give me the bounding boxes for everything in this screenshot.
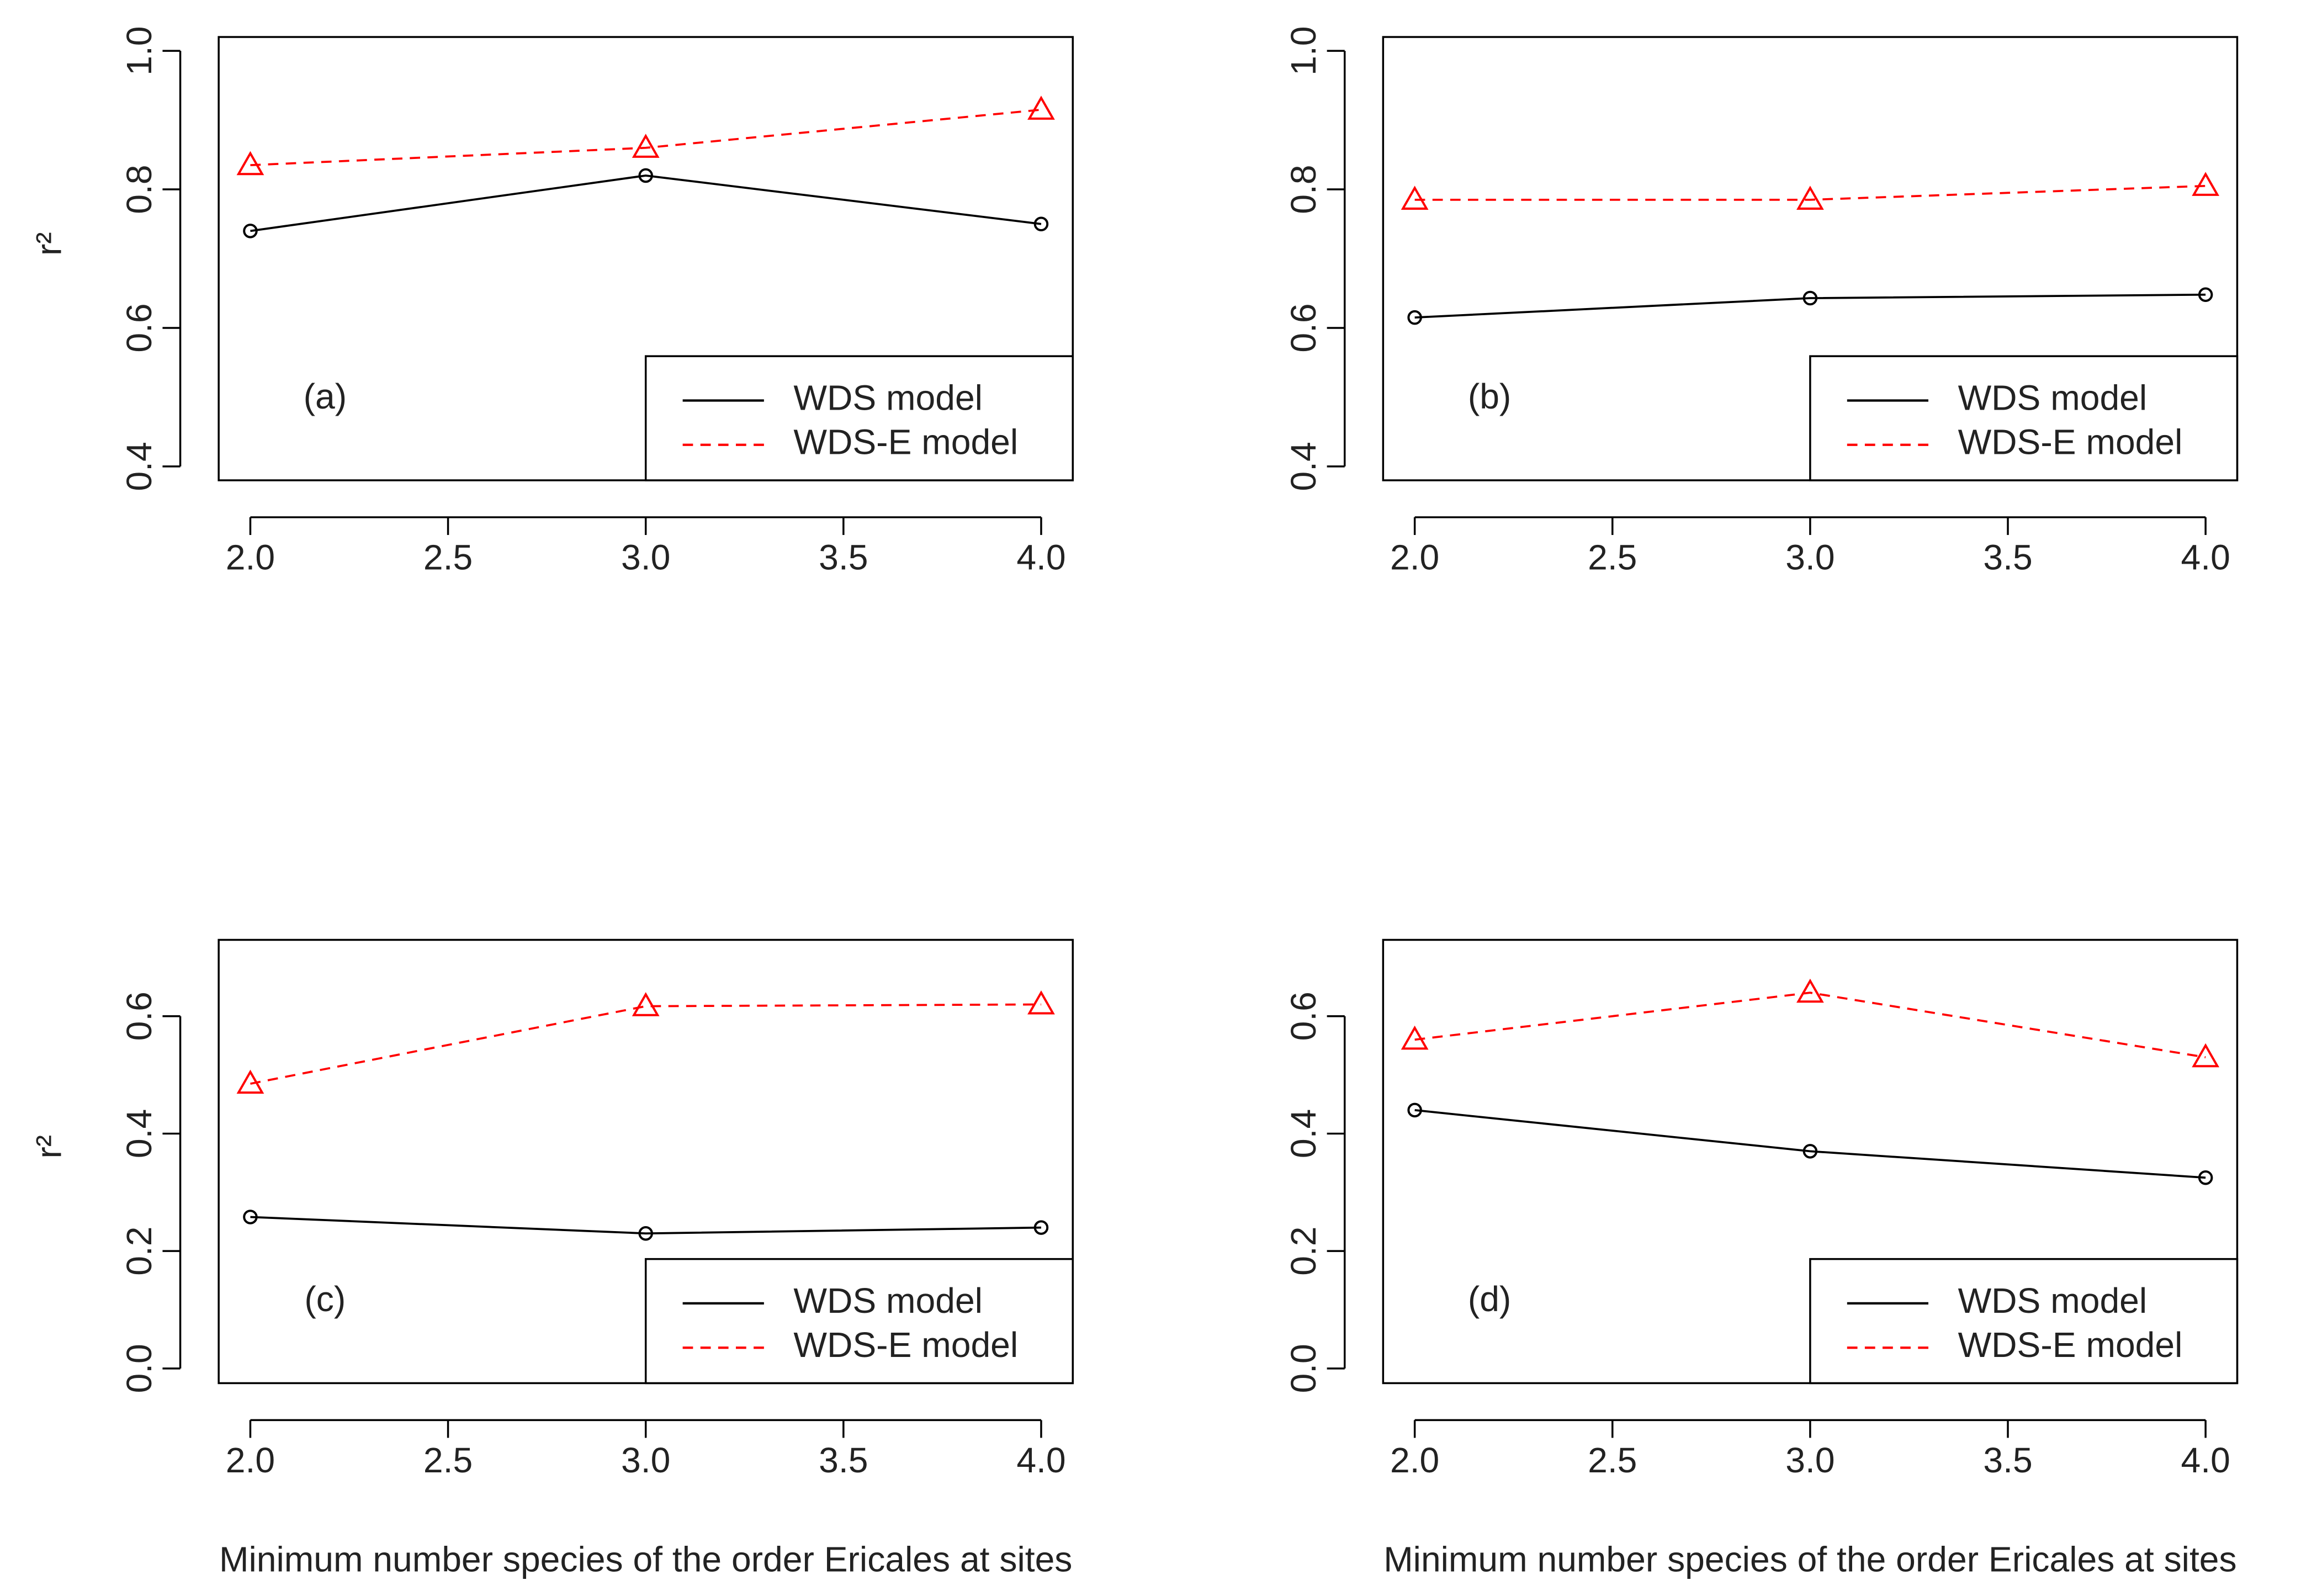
legend-label: WDS-E model [793,1325,1018,1365]
circle-marker [2198,287,2213,303]
series-line [1414,1109,2206,1179]
circle-marker [243,224,258,238]
triangle-marker [2192,1043,2220,1068]
panel: 2.0 2.5 3.0 3.5 4.00.40.60.81.0(b) WDS modelW… [1284,26,2239,577]
x-axis-label: Minimum number species of the order Eric… [1383,1539,2236,1579]
legend: WDS model WDS-E model [1809,355,2239,481]
x-tick-label: 2.0 [226,538,275,577]
x-tick-label: 2.5 [423,1440,473,1480]
panel-label: (c) [304,1279,346,1319]
circle-marker [638,1226,653,1241]
x-tick-label: 3.5 [819,1440,868,1480]
legend-box [644,1258,1074,1385]
x-tick-label: 2.5 [1588,538,1637,577]
triangle-marker [1401,185,1429,210]
x-tick-label: 3.0 [1785,538,1834,577]
circle-marker [2198,1170,2213,1185]
y-axis-label: r² [29,232,69,256]
panel: 2.0 2.5 3.0 3.5 4.0 0.4 0.6 0.8 1.0 r² (a) WDS mode… [29,26,1074,577]
x-tick-label: 3.5 [819,538,868,577]
series-line [1414,184,2206,201]
y-tick-label: 0.6 [1284,991,1323,1041]
circle-marker [1802,290,1818,306]
y-tick-label: 0.8 [119,165,159,214]
triangle-marker [1796,185,1824,210]
legend-box [644,355,1074,481]
series-line [250,174,1042,232]
circle-marker [1407,310,1422,325]
y-tick-label: 0.4 [119,1109,159,1158]
triangle-marker [1027,96,1055,120]
legend-box [1809,1258,2239,1385]
x-tick-label: 3.0 [621,1440,670,1480]
x-tick-label: 2.0 [1390,538,1439,577]
triangle-marker [2192,172,2220,196]
series-line [250,108,1042,167]
y-axis-label: r² [29,1135,69,1159]
panel-label: (a) [304,377,347,416]
y-tick-label: 0.6 [119,991,159,1041]
triangle-marker [236,1069,264,1094]
x-tick-label: 4.0 [1016,538,1065,577]
circle-marker [1407,1102,1422,1118]
y-tick-label: 0.4 [119,442,159,491]
x-tick-label: 4.0 [2181,538,2230,577]
triangle-marker [1796,978,1824,1003]
y-tick-label: 0.6 [119,303,159,352]
y-tick-label: 0.4 [1284,1109,1323,1158]
x-tick-label: 3.5 [1983,538,2032,577]
panel-label: (b) [1468,377,1512,416]
series-line [1414,991,2206,1059]
legend: WDS model WDS-E model [644,355,1074,481]
x-tick-label: 4.0 [1016,1440,1065,1480]
y-tick-label: 1.0 [1284,26,1323,75]
series-line [250,1003,1041,1085]
x-tick-label: 3.0 [1785,1440,1834,1480]
x-tick-label: 2.5 [1588,1440,1637,1480]
circle-marker [638,168,653,183]
legend-label: WDS model [1958,1281,2148,1321]
legend-label: WDS model [793,1281,983,1321]
x-tick-label: 4.0 [2181,1440,2230,1480]
triangle-marker [1027,990,1055,1015]
legend-label: WDS model [793,378,983,417]
x-tick-label: 2.0 [1390,1440,1439,1480]
x-tick-label: 2.5 [423,538,473,577]
series-line [1414,293,2206,319]
series-line [250,1216,1041,1235]
y-tick-label: 0.0 [1284,1344,1323,1393]
triangle-marker [1401,1025,1429,1050]
x-tick-label: 3.0 [621,538,670,577]
triangle-marker [632,992,660,1016]
panel: 2.0 2.5 3.0 3.5 4.0 0.0 0.2 0.4 0.6 r² Minimum num… [29,938,1074,1579]
legend-box [1809,355,2239,481]
x-tick-label: 3.5 [1983,1440,2032,1480]
y-tick-label: 0.8 [1284,165,1323,214]
triangle-marker [236,151,264,176]
legend-label: WDS-E model [1958,1325,2183,1365]
triangle-marker [632,134,660,158]
panel-label: (d) [1468,1279,1512,1319]
x-tick-label: 2.0 [226,1440,275,1480]
y-tick-label: 1.0 [119,26,159,75]
y-tick-label: 0.2 [1284,1227,1323,1276]
legend-label: WDS-E model [1958,422,2183,462]
y-tick-label: 0.6 [1284,303,1323,352]
circle-marker [1802,1144,1818,1159]
x-axis-label: Minimum number species of the order Eric… [219,1539,1072,1579]
circle-marker [243,1210,258,1224]
y-tick-label: 0.2 [119,1227,159,1276]
panel: 2.0 2.5 3.0 3.5 4.0 0.0 0.2 0.4 0.6 Minimum numbe… [1284,938,2239,1579]
circle-marker [1033,1220,1049,1235]
y-tick-label: 0.4 [1284,442,1323,491]
legend-label: WDS model [1958,378,2148,417]
legend-label: WDS-E model [793,422,1018,462]
y-tick-label: 0.0 [119,1344,159,1393]
circle-marker [1033,216,1049,232]
